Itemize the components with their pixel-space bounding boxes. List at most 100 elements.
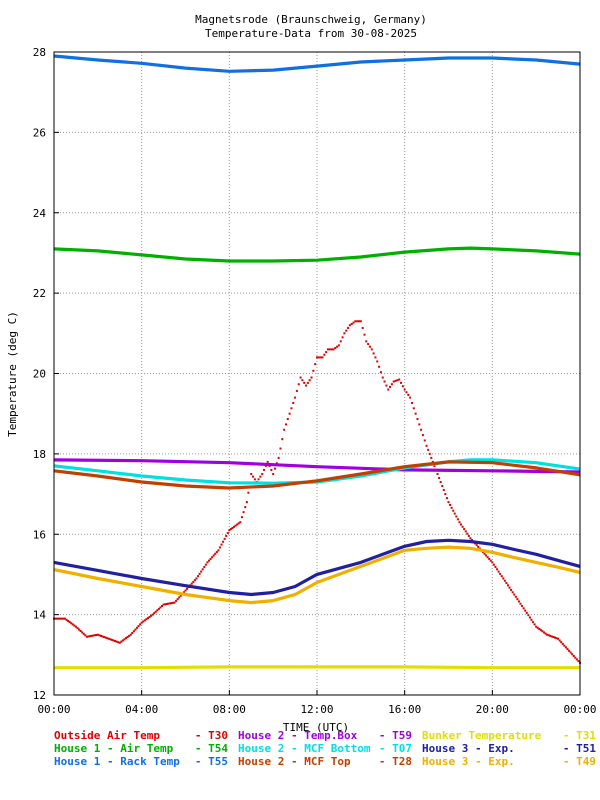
data-point [281, 438, 284, 441]
legend-id: - T54 [195, 742, 228, 755]
data-point [314, 363, 317, 366]
data-point [81, 631, 84, 634]
data-point [228, 529, 231, 532]
data-point [286, 418, 289, 421]
data-point [168, 602, 171, 605]
data-point [453, 512, 456, 515]
data-point [317, 356, 320, 359]
data-point [460, 523, 463, 526]
x-tick-label: 16:00 [388, 703, 421, 716]
data-point [561, 642, 564, 645]
data-point [109, 638, 112, 641]
series-T49 [53, 545, 581, 605]
data-point [57, 617, 60, 620]
data-point [319, 356, 322, 359]
data-point [449, 503, 452, 506]
data-point [560, 641, 563, 644]
data-point [536, 626, 539, 629]
data-point [341, 336, 344, 339]
data-point [439, 481, 442, 484]
data-point [533, 623, 536, 626]
data-point [510, 588, 513, 591]
chart-title-line-2: Temperature-Data from 30-08-2025 [205, 27, 417, 40]
data-point [420, 428, 423, 431]
series-T28 [53, 460, 581, 490]
y-axis-label: Temperature (deg C) [6, 311, 19, 437]
data-point [381, 376, 384, 379]
data-point [60, 617, 63, 620]
data-point [306, 381, 309, 384]
data-point [308, 379, 311, 382]
data-point [441, 485, 444, 488]
data-point [354, 320, 357, 323]
data-point [193, 579, 196, 582]
data-point [283, 428, 286, 431]
data-point [407, 393, 410, 396]
data-point [112, 639, 115, 642]
data-point [477, 545, 480, 548]
data-point [231, 526, 234, 529]
data-point [527, 614, 530, 617]
legend-label: House 1 - Air Temp [54, 742, 174, 755]
data-point [200, 570, 203, 573]
data-point [225, 534, 228, 537]
y-tick-label: 18 [33, 448, 46, 461]
series-T31 [54, 665, 580, 670]
data-point [492, 563, 495, 566]
data-point [332, 348, 335, 351]
data-point [125, 637, 128, 640]
legend-label: House 2 - MCF Top [238, 755, 351, 768]
series-T55 [53, 54, 581, 73]
x-tick-labels: 00:00 04:00 08:00 12:00 16:00 20:00 00:00 [37, 690, 597, 716]
data-point [358, 320, 361, 323]
data-point [247, 491, 250, 494]
data-point [82, 632, 85, 635]
data-point [394, 379, 397, 382]
data-point [56, 617, 59, 620]
data-point [59, 617, 62, 620]
data-point [299, 376, 302, 379]
data-point [425, 444, 428, 447]
data-point [421, 434, 424, 437]
data-point [463, 528, 466, 531]
data-point [261, 472, 264, 475]
data-point [129, 633, 132, 636]
data-point [259, 475, 262, 478]
x-tick-label: 00:00 [37, 703, 70, 716]
data-point [161, 605, 164, 608]
data-point [266, 460, 269, 463]
data-point [368, 345, 371, 348]
x-tick-label: 04:00 [125, 703, 158, 716]
data-point [226, 532, 229, 535]
data-point [325, 351, 328, 354]
data-point [223, 537, 226, 540]
data-point [486, 556, 489, 559]
data-point [89, 635, 92, 638]
series-layer [53, 54, 581, 670]
data-point [400, 381, 403, 384]
data-point [292, 401, 295, 404]
series-line [53, 246, 581, 263]
x-tick-label: 08:00 [213, 703, 246, 716]
data-point [566, 648, 569, 651]
data-point [569, 651, 572, 654]
data-point [383, 380, 386, 383]
data-point [233, 525, 236, 528]
data-point [284, 423, 287, 426]
series-T51 [53, 538, 581, 597]
legend-label: House 3 - Exp. [422, 742, 515, 755]
data-point [363, 333, 366, 336]
data-point [571, 653, 574, 656]
data-point [511, 591, 514, 594]
data-point [497, 570, 500, 573]
data-point [535, 625, 538, 628]
data-point [428, 452, 431, 455]
data-point [470, 538, 473, 541]
data-point [186, 587, 189, 590]
data-point [135, 626, 138, 629]
data-point [538, 627, 541, 630]
data-point [301, 379, 304, 382]
data-point [378, 365, 381, 368]
data-point [321, 356, 324, 359]
